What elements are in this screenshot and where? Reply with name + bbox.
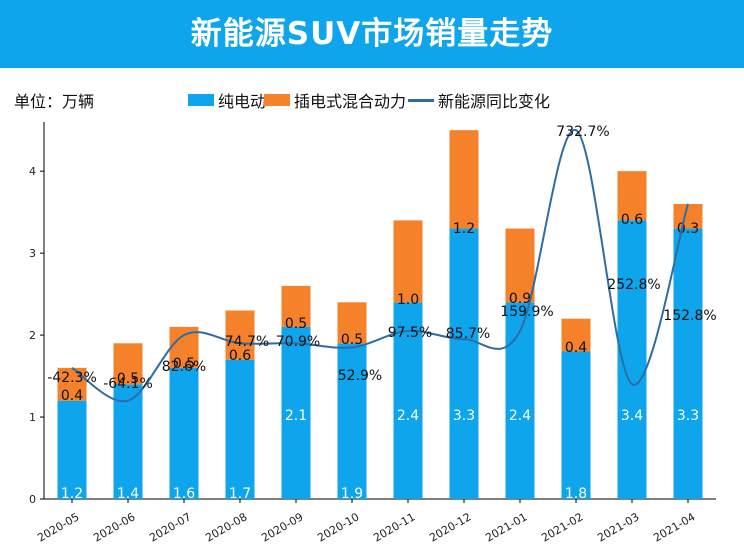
phev-value-label: 0.4 [565,340,587,356]
yoy-value-label: 152.8% [663,308,716,324]
bar-bev [505,302,535,499]
bar-bev [561,351,591,499]
x-tick-label: 2020-12 [427,510,473,544]
legend-swatch-phev [264,94,290,106]
x-tick-label: 2020-09 [259,510,305,544]
bev-value-label: 3.3 [453,408,475,424]
bev-value-label: 1.4 [117,486,139,502]
bar-phev [561,318,591,352]
y-tick-label: 0 [29,493,36,506]
bar-phev [225,310,255,360]
x-tick-label: 2021-03 [595,510,641,544]
bar-phev [505,228,535,303]
phev-value-label: 1.0 [397,292,419,308]
bev-value-label: 3.3 [677,408,699,424]
legend-item-yoy: 新能源同比变化 [408,88,550,112]
yoy-value-label: 732.7% [556,124,609,140]
bar-bev [449,228,479,500]
yoy-value-label: -64.1% [103,376,153,392]
yoy-value-label: 159.9% [500,304,553,320]
yoy-value-label: 85.7% [446,326,490,342]
bar-bev [337,343,367,499]
bev-value-label: 1.6 [173,486,195,502]
legend-item-bev: 纯电动 [188,88,266,112]
legend-label-phev: 插电式混合动力 [294,92,407,111]
phev-value-label: 0.9 [509,291,531,307]
bar-phev [57,367,87,401]
yoy-line [71,129,689,403]
phev-value-label: 0.5 [341,332,363,348]
yoy-value-label: 52.9% [338,368,382,384]
bar-phev [673,203,703,229]
x-tick-label: 2020-06 [91,510,137,544]
yoy-value-label: 70.9% [276,334,320,350]
phev-value-label: 0.5 [117,371,139,387]
y-tick-label: 1 [29,411,36,424]
x-tick-label: 2021-02 [539,510,585,544]
x-tick-label: 2020-11 [371,510,417,544]
bar-phev [281,285,311,327]
yoy-value-label: 82.6% [162,359,206,375]
bar-bev [225,359,255,499]
y-tick-label: 2 [29,329,36,342]
bev-value-label: 1.2 [61,486,83,502]
bar-bev [113,384,143,499]
legend-item-phev: 插电式混合动力 [264,88,406,112]
bev-value-label: 1.8 [565,486,587,502]
x-tick-label: 2021-04 [651,510,697,544]
bar-bev [281,326,311,499]
y-tick-label: 4 [29,165,36,178]
bar-bev [57,400,87,499]
bev-value-label: 1.7 [229,486,251,502]
phev-value-label: 0.6 [229,348,251,364]
bar-phev [393,220,423,303]
legend-line-yoy [408,98,434,102]
phev-value-label: 0.5 [173,356,195,372]
bev-value-label: 1.9 [341,486,363,502]
title-bar: 新能源SUV市场销量走势 [0,0,744,68]
bar-phev [617,171,647,221]
bar-bev [673,228,703,500]
bar-phev [169,326,199,368]
bar-phev [449,130,479,229]
yoy-value-label: 74.7% [225,334,269,350]
phev-value-label: 0.5 [285,316,307,332]
x-tick-label: 2020-05 [35,510,81,544]
phev-value-label: 1.2 [453,221,475,237]
legend-label-yoy: 新能源同比变化 [438,92,551,111]
y-tick-label: 3 [29,247,36,260]
yoy-value-label: 97.5% [388,325,432,341]
x-tick-label: 2020-08 [203,510,249,544]
bar-bev [169,367,199,499]
x-tick-label: 2020-07 [147,510,193,544]
yoy-value-label: 252.8% [607,277,660,293]
legend-label-bev: 纯电动 [218,92,267,111]
x-tick-label: 2021-01 [483,510,529,544]
unit-label: 单位：万辆 [14,92,95,111]
bar-bev [393,302,423,499]
phev-value-label: 0.6 [621,212,643,228]
bev-value-label: 2.4 [397,408,419,424]
bev-value-label: 2.1 [285,408,307,424]
x-tick-label: 2020-10 [315,510,361,544]
bar-phev [113,343,143,385]
bar-phev [337,302,367,344]
yoy-value-label: -42.3% [47,370,97,386]
chart-title: 新能源SUV市场销量走势 [190,16,554,52]
bev-value-label: 3.4 [621,408,643,424]
bev-value-label: 2.4 [509,408,531,424]
phev-value-label: 0.4 [61,388,83,404]
legend-swatch-bev [188,94,214,106]
